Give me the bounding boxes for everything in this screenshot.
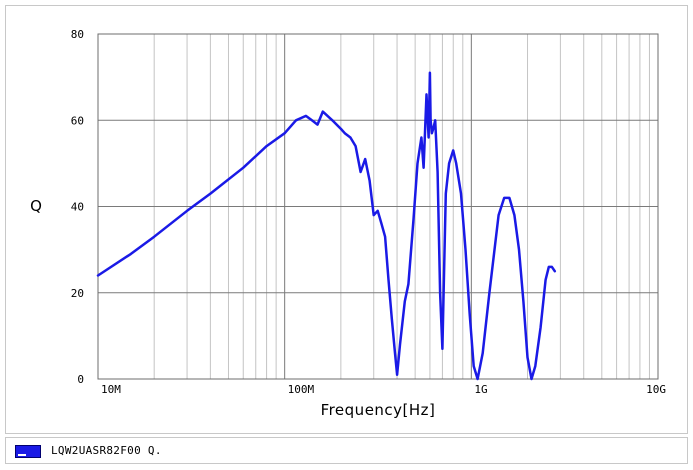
x-tick-label: 10G: [646, 383, 666, 396]
x-tick-label: 10M: [101, 383, 121, 396]
y-tick-label: 0: [77, 373, 84, 386]
legend: LQW2UASR82F00 Q.: [5, 437, 688, 464]
y-axis-title: Q: [30, 197, 42, 215]
y-tick-labels: 0 20 40 60 80: [71, 28, 84, 386]
x-tick-label: 100M: [288, 383, 315, 396]
chart-svg: 0 20 40 60 80 10M 100M 1G 10G Frequency[Hz] Q: [30, 28, 666, 419]
plot-border: [97, 33, 659, 380]
y-tick-label: 40: [71, 201, 84, 214]
legend-swatch-icon: [15, 445, 41, 458]
y-tick-label: 20: [71, 287, 84, 300]
legend-label: LQW2UASR82F00 Q.: [51, 444, 162, 457]
x-axis-title: Frequency[Hz]: [321, 401, 436, 419]
x-tick-label: 1G: [474, 383, 487, 396]
chart-frame: 0 20 40 60 80 10M 100M 1G 10G Frequency[Hz] Q: [5, 5, 688, 434]
y-tick-label: 60: [71, 114, 84, 127]
y-tick-label: 80: [71, 28, 84, 41]
x-tick-labels: 10M 100M 1G 10G: [101, 383, 666, 396]
series-line-q: [96, 71, 557, 381]
